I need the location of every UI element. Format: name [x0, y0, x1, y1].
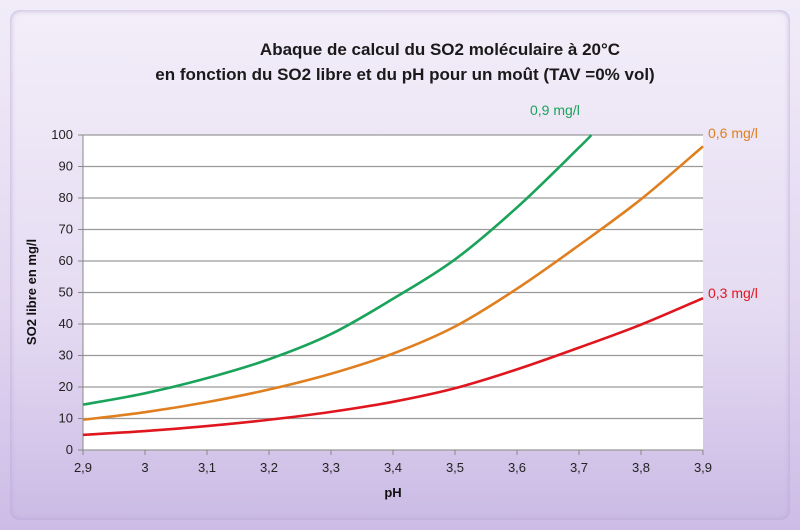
x-tick-label: 3,5 [446, 460, 464, 475]
chart-title-line1: Abaque de calcul du SO2 moléculaire à 20… [260, 40, 620, 59]
y-tick-label: 50 [59, 285, 73, 300]
y-tick-label: 70 [59, 222, 73, 237]
x-tick-label: 3,6 [508, 460, 526, 475]
x-tick-label: 3,7 [570, 460, 588, 475]
series-label: 0,6 mg/l [708, 125, 758, 141]
y-axis-label: SO2 libre en mg/l [24, 239, 39, 345]
x-tick-label: 2,9 [74, 460, 92, 475]
y-tick-label: 40 [59, 316, 73, 331]
y-tick-label: 0 [66, 442, 73, 457]
y-tick-label: 90 [59, 159, 73, 174]
chart-title-line2: en fonction du SO2 libre et du pH pour u… [155, 65, 654, 84]
y-tick-label: 10 [59, 411, 73, 426]
y-tick-label: 100 [51, 127, 73, 142]
y-tick-label: 30 [59, 348, 73, 363]
x-tick-label: 3,2 [260, 460, 278, 475]
x-axis-label: pH [384, 485, 401, 500]
series-line [82, 296, 704, 437]
x-tick-label: 3 [141, 460, 148, 475]
x-tick-label: 3,4 [384, 460, 402, 475]
y-tick-label: 60 [59, 253, 73, 268]
x-tick-label: 3,9 [694, 460, 712, 475]
series-label: 0,3 mg/l [708, 285, 758, 301]
y-tick-label: 80 [59, 190, 73, 205]
series-line [82, 145, 704, 422]
series-label: 0,9 mg/l [530, 102, 580, 118]
series-line [82, 134, 593, 406]
x-tick-label: 3,1 [198, 460, 216, 475]
y-tick-label: 20 [59, 379, 73, 394]
x-tick-label: 3,3 [322, 460, 340, 475]
x-tick-label: 3,8 [632, 460, 650, 475]
